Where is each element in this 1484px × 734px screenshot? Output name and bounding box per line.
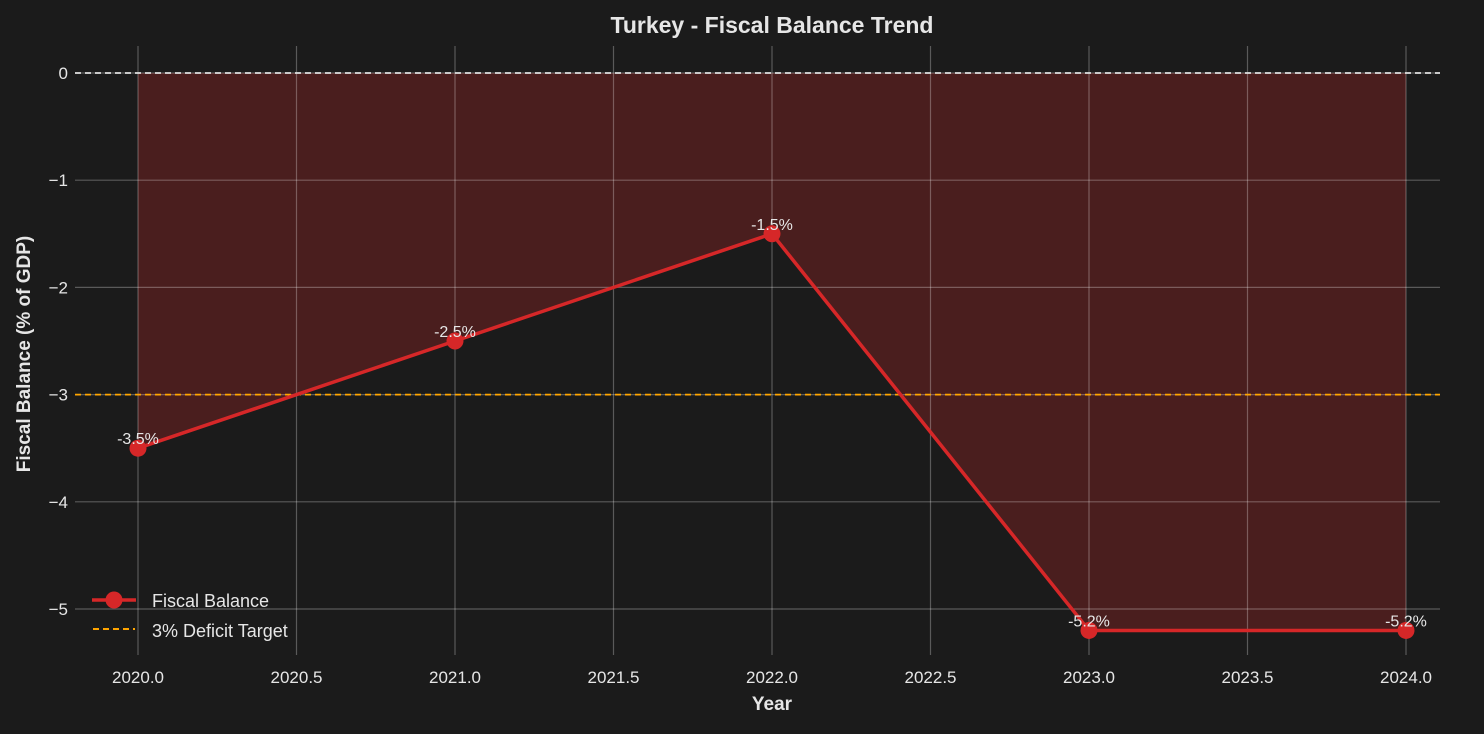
x-tick-label: 2024.0 [1380, 668, 1432, 687]
y-tick-label: −3 [49, 386, 68, 405]
fiscal-balance-series [129, 225, 1415, 639]
data-point-marker [763, 225, 781, 243]
legend-marker-icon [105, 591, 123, 609]
data-label: -5.2% [1068, 613, 1110, 630]
x-axis-label: Year [752, 694, 793, 715]
y-axis-label: Fiscal Balance (% of GDP) [14, 236, 35, 473]
data-point-marker [446, 332, 464, 350]
data-label: -2.5% [434, 324, 476, 341]
y-tick-label: −2 [49, 278, 68, 297]
reference-lines [75, 72, 1440, 396]
chart-title: Turkey - Fiscal Balance Trend [611, 12, 934, 38]
legend: Fiscal Balance 3% Deficit Target [92, 591, 288, 641]
axis-ticks: 2020.0 2020.5 2021.0 2021.5 2022.0 2022.5 2023… [49, 64, 1432, 687]
deficit-fill-area [138, 73, 1406, 631]
data-label: -1.5% [751, 217, 793, 234]
y-tick-label: −4 [49, 493, 68, 512]
x-tick-label: 2023.5 [1222, 668, 1274, 687]
data-label: -5.2% [1385, 613, 1427, 630]
data-point-marker [129, 439, 147, 457]
x-tick-label: 2021.0 [429, 668, 481, 687]
x-tick-label: 2022.0 [746, 668, 798, 687]
data-labels: -3.5% -2.5% -1.5% -5.2% -5.2% [117, 217, 1427, 631]
y-tick-label: 0 [59, 64, 68, 83]
x-tick-label: 2022.5 [905, 668, 957, 687]
data-point-marker [1080, 621, 1098, 639]
legend-item-fiscal-balance: Fiscal Balance [92, 591, 269, 611]
y-tick-label: −1 [49, 171, 68, 190]
x-tick-label: 2020.0 [112, 668, 164, 687]
fill-area [138, 73, 1406, 631]
x-tick-label: 2020.5 [271, 668, 323, 687]
x-tick-label: 2023.0 [1063, 668, 1115, 687]
data-point-marker [1397, 621, 1415, 639]
y-tick-label: −5 [49, 600, 68, 619]
data-label: -3.5% [117, 431, 159, 448]
legend-label: 3% Deficit Target [152, 621, 288, 641]
legend-item-deficit-target: 3% Deficit Target [93, 621, 288, 641]
x-tick-label: 2021.5 [588, 668, 640, 687]
legend-label: Fiscal Balance [152, 591, 269, 611]
